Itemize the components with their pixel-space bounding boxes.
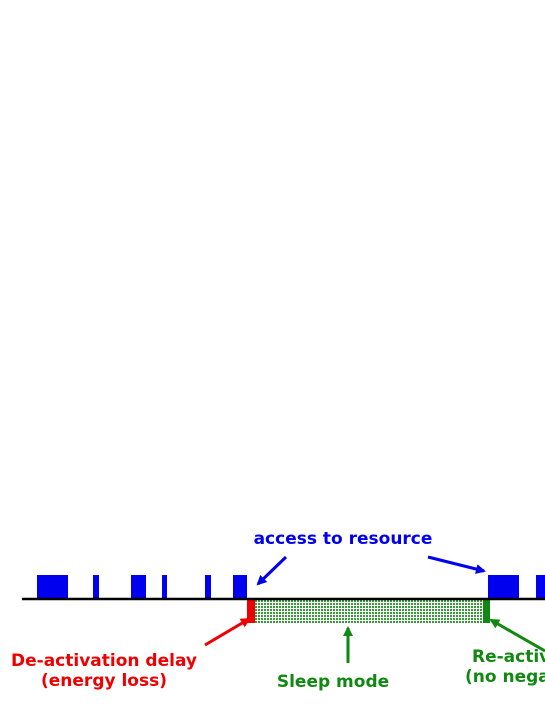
arrow (256, 555, 288, 586)
sleep-label: Sleep mode (277, 672, 389, 692)
sleep-period (255, 599, 483, 623)
deactivation-label: De-activation delay (11, 651, 197, 671)
access-blocks (37, 575, 545, 599)
arrow (204, 617, 251, 647)
arrow (489, 618, 545, 653)
reactivation-label: (no nega (465, 667, 545, 687)
reactivation-period (483, 599, 490, 623)
reactivation-label: Re-activ (472, 647, 545, 667)
deactivation-label: (energy loss) (41, 671, 167, 691)
access-label: access to resource (254, 529, 433, 549)
deactivation-period (247, 599, 255, 623)
arrow (427, 555, 486, 574)
